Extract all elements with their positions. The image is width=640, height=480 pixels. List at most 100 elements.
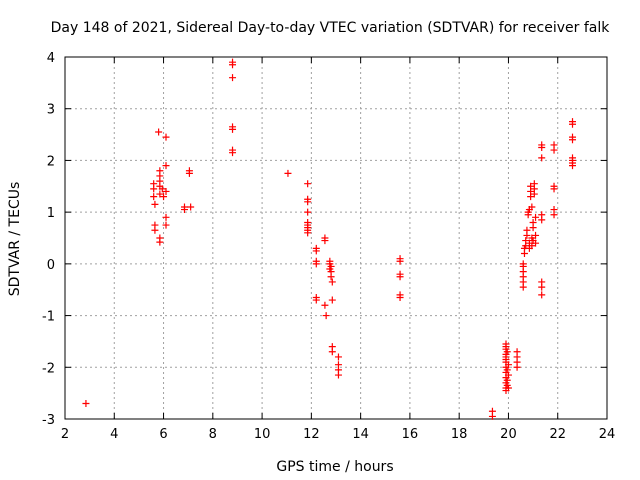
data-point — [504, 371, 512, 379]
data-point — [304, 208, 312, 216]
data-point — [312, 247, 320, 255]
data-point — [322, 312, 330, 320]
data-point — [328, 296, 336, 304]
data-point — [312, 296, 320, 304]
x-tick-label: 8 — [209, 427, 217, 442]
data-point — [162, 187, 170, 195]
data-point — [550, 146, 558, 154]
x-tick-label: 14 — [352, 427, 369, 442]
data-point — [151, 200, 159, 208]
data-point — [151, 226, 159, 234]
data-point — [229, 149, 237, 157]
data-point — [160, 193, 168, 201]
x-tick-label: 22 — [549, 427, 566, 442]
x-tick-label: 20 — [500, 427, 517, 442]
y-tick-label: -1 — [42, 310, 55, 325]
data-point — [321, 301, 329, 309]
data-point — [532, 213, 540, 221]
grid-lines — [65, 57, 607, 419]
y-tick-label: -2 — [42, 361, 55, 376]
data-point — [523, 226, 531, 234]
data-point — [150, 185, 158, 193]
data-point — [519, 260, 527, 268]
data-point — [569, 120, 577, 128]
data-point — [312, 260, 320, 268]
data-point — [396, 257, 404, 265]
data-point — [156, 190, 164, 198]
data-point — [150, 193, 158, 201]
data-point — [162, 133, 170, 141]
data-point — [156, 238, 164, 246]
x-axis-label: GPS time / hours — [276, 459, 393, 475]
plot-frame — [64, 56, 608, 420]
data-point — [550, 211, 558, 219]
y-axis-label: SDTVAR / TECUs — [7, 182, 23, 297]
data-point — [550, 185, 558, 193]
data-point — [229, 61, 237, 69]
data-point — [504, 384, 512, 392]
data-points — [82, 58, 577, 420]
x-tick-label: 24 — [599, 427, 616, 442]
data-point — [187, 203, 195, 211]
data-point — [321, 237, 329, 245]
data-point — [162, 162, 170, 170]
data-point — [162, 213, 170, 221]
data-point — [158, 185, 166, 193]
data-point — [396, 293, 404, 301]
data-point — [334, 371, 342, 379]
y-tick-label: 2 — [47, 154, 55, 169]
data-point — [327, 273, 335, 281]
data-point — [304, 198, 312, 206]
data-point — [538, 144, 546, 151]
data-point — [513, 363, 521, 371]
data-point — [569, 136, 577, 144]
y-tick-label: 1 — [47, 206, 55, 221]
data-point — [504, 361, 512, 369]
data-point — [530, 190, 538, 198]
y-tick-label: 3 — [47, 103, 55, 118]
data-point — [162, 221, 170, 229]
data-point — [334, 353, 342, 361]
data-point — [538, 154, 546, 162]
data-point — [528, 203, 536, 211]
data-point — [529, 218, 537, 226]
x-tick-label: 16 — [402, 427, 419, 442]
data-point — [503, 366, 511, 374]
data-point — [185, 169, 193, 177]
data-point — [229, 125, 237, 133]
data-point — [538, 216, 546, 224]
x-tick-label: 2 — [61, 427, 69, 442]
x-tick-label: 10 — [254, 427, 271, 442]
data-point — [328, 278, 336, 286]
x-tick-label: 12 — [303, 427, 320, 442]
chart-title: Day 148 of 2021, Sidereal Day-to-day VTE… — [51, 20, 611, 36]
data-point — [532, 231, 540, 239]
data-point — [503, 348, 511, 356]
y-tick-label: 4 — [47, 51, 55, 66]
x-tick-label: 18 — [451, 427, 468, 442]
x-tick-label: 4 — [110, 427, 118, 442]
data-point — [155, 128, 163, 136]
data-point — [180, 206, 188, 214]
data-point — [229, 74, 237, 82]
data-point — [538, 283, 546, 291]
data-point — [528, 242, 536, 250]
y-tick-label: -3 — [42, 413, 55, 428]
data-point — [488, 412, 496, 420]
data-point — [569, 162, 577, 170]
data-point — [396, 273, 404, 281]
data-point — [527, 182, 535, 190]
data-point — [522, 237, 530, 245]
data-point — [538, 291, 546, 299]
data-point — [304, 180, 312, 188]
x-tick-label: 6 — [159, 427, 167, 442]
data-point — [532, 239, 540, 247]
data-point — [284, 169, 292, 177]
data-point — [304, 229, 312, 237]
y-tick-label: 0 — [47, 258, 55, 273]
data-point — [82, 399, 90, 407]
data-point — [328, 348, 336, 356]
